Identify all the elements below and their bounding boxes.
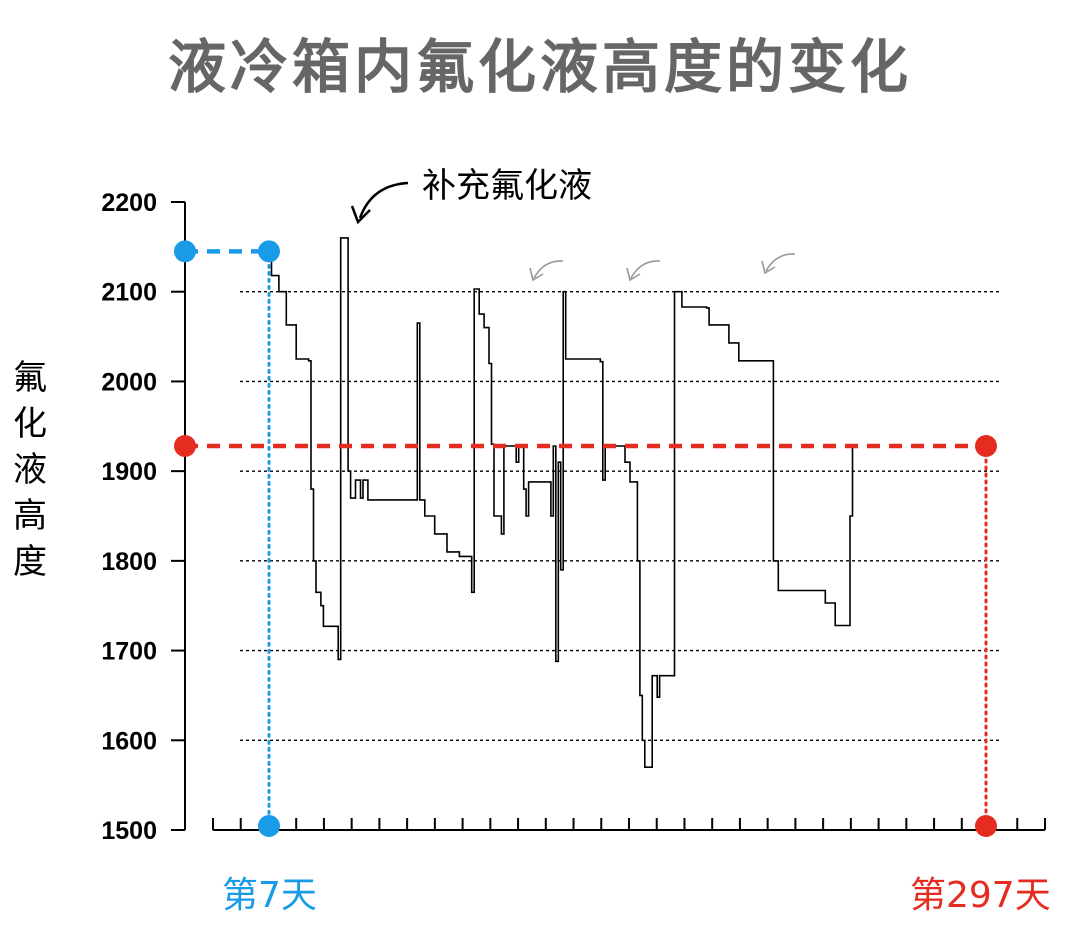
grid-lines: [240, 291, 1002, 741]
refill-arrow-icon: [529, 260, 564, 282]
end-day-marker: [975, 815, 997, 837]
end-point-marker: [975, 435, 997, 458]
y-tick-label: 1800: [101, 548, 157, 576]
end-level-marker: [174, 435, 196, 458]
y-axis: 1500 1600 1700 1800 1900 2000 2100 2200: [101, 189, 186, 845]
y-tick-label: 2200: [101, 189, 157, 217]
y-axis-label-char: 高: [13, 496, 47, 536]
refill-annotation-label: 补充氟化液: [422, 166, 592, 206]
refill-arrow-icon: [626, 260, 661, 282]
y-axis-label-char: 液: [13, 450, 47, 490]
refill-arrow-icon: [761, 253, 796, 275]
start-day-marker: [258, 815, 280, 837]
y-tick-label: 1600: [101, 727, 157, 755]
x-axis: [212, 818, 1046, 831]
y-axis-label-char: 氟: [13, 358, 47, 398]
series-line: [269, 237, 855, 768]
y-axis-label-char: 度: [13, 542, 47, 582]
start-day-label: 第7天: [222, 875, 317, 916]
start-point-marker: [258, 240, 280, 263]
markers-group: [174, 240, 997, 837]
y-tick-label: 2000: [101, 368, 157, 396]
series-group: [269, 237, 855, 768]
y-tick-label: 1700: [101, 638, 157, 666]
y-axis-label: 氟 化 液 高 度: [8, 355, 52, 585]
refill-arrow-icon: [350, 181, 409, 225]
y-axis-label-char: 化: [13, 404, 47, 444]
chart-title: 液冷箱内氟化液高度的变化: [167, 33, 912, 101]
end-day-label: 第297天: [910, 875, 1051, 916]
y-tick-label: 1500: [101, 817, 157, 845]
y-tick-label: 2100: [101, 279, 157, 307]
start-level-marker: [174, 240, 196, 263]
y-tick-label: 1900: [101, 458, 157, 486]
